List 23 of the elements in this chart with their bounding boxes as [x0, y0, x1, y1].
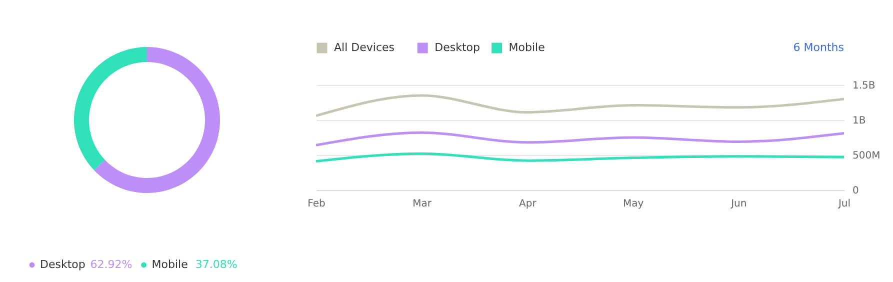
line-series — [316, 152, 844, 163]
line-series — [316, 131, 844, 146]
x-tick-label: Mar — [412, 198, 432, 210]
line-series — [316, 94, 844, 118]
x-tick-label: Jul — [837, 198, 851, 210]
legend-label: All Devices — [334, 41, 395, 54]
legend-label: Mobile — [152, 258, 188, 271]
data-label: 62.92% — [90, 258, 132, 271]
x-tick-label: Apr — [519, 198, 538, 210]
donut-slice — [74, 47, 147, 170]
y-tick-label: 1B — [852, 116, 866, 126]
x-tick-label: May — [622, 198, 644, 210]
legend-label: Desktop — [40, 258, 86, 271]
y-tick-label: 500M — [852, 150, 880, 162]
data-label: 37.08% — [195, 258, 238, 271]
x-tick-label: Jun — [730, 198, 747, 210]
y-tick-label: 1.5B — [852, 80, 876, 92]
legend-label: Desktop — [434, 41, 480, 54]
y-tick-label: 0 — [852, 186, 859, 196]
donut-slice — [94, 47, 220, 193]
legend-label: Mobile — [508, 41, 546, 54]
text: 6 Months — [793, 41, 844, 54]
x-tick-label: Feb — [308, 198, 326, 210]
